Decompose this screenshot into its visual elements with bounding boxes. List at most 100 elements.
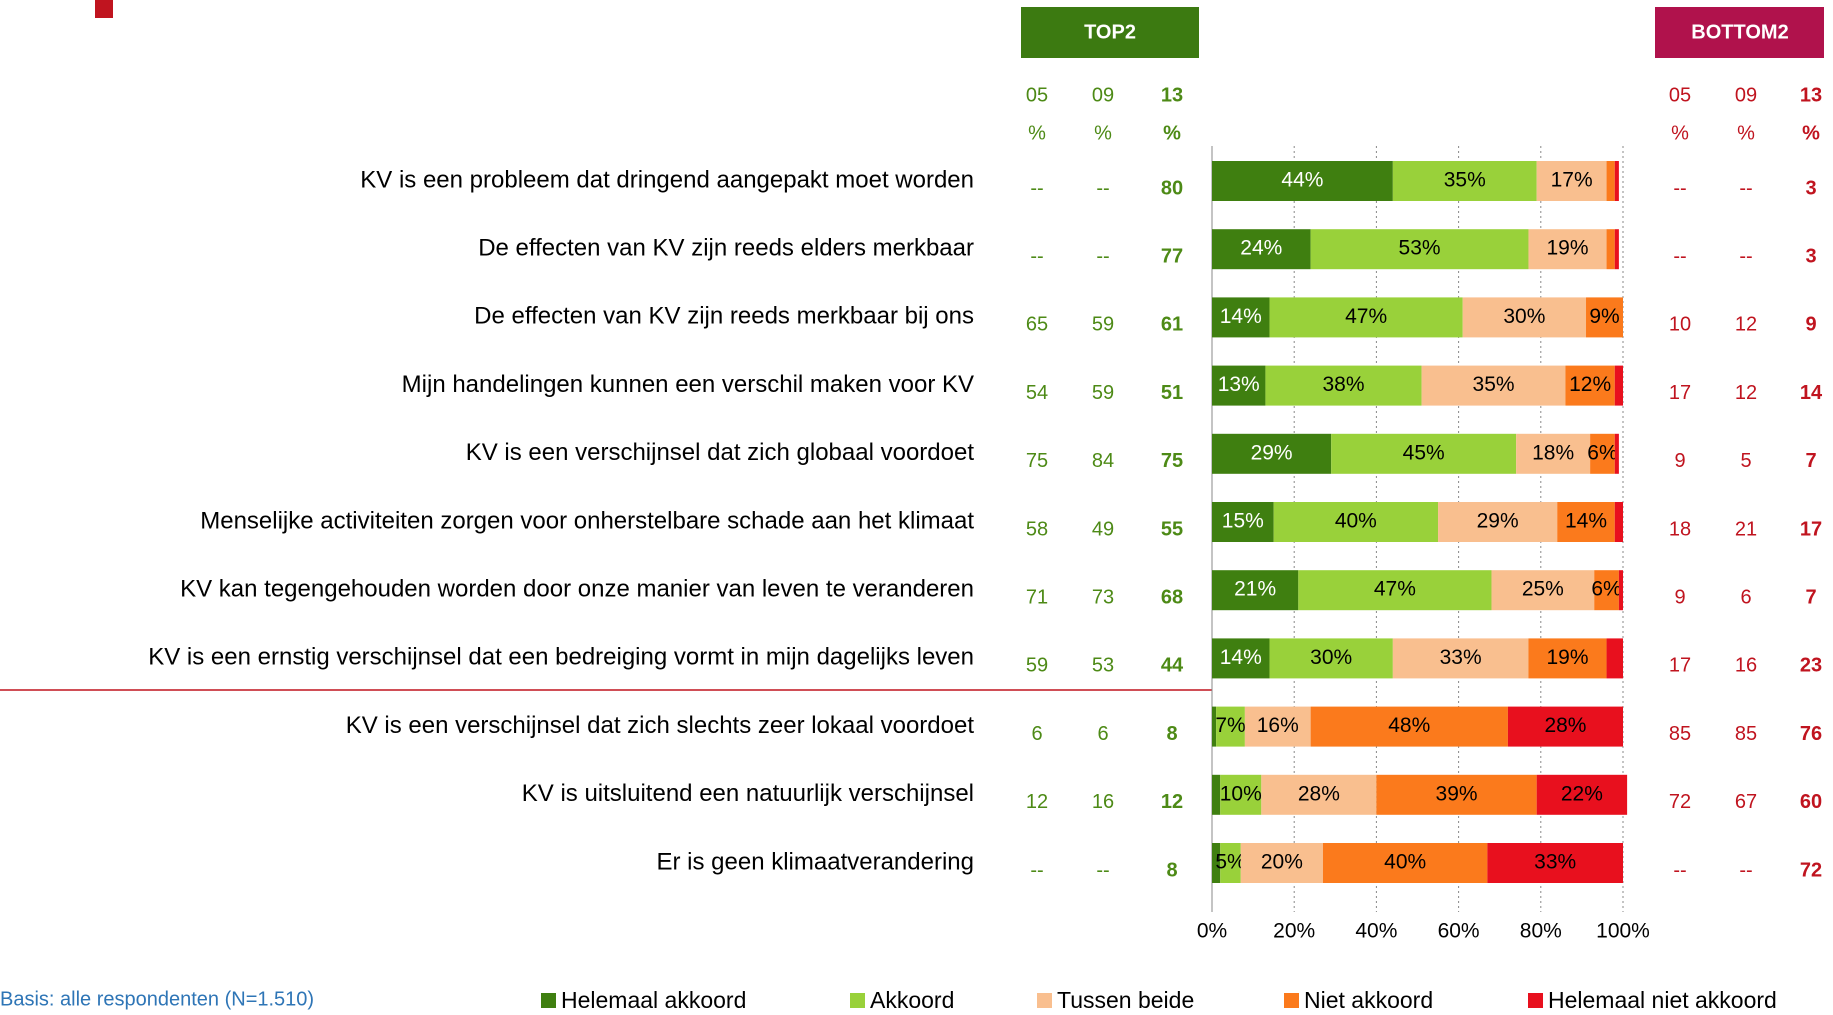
legend-label: Tussen beide: [1057, 987, 1194, 1013]
bottom2-value: 60: [1800, 791, 1822, 813]
data-label: 7%: [1215, 714, 1245, 737]
bottom2-value: 12: [1735, 314, 1757, 336]
data-label: 45%: [1403, 441, 1445, 464]
bottom2-value: 67: [1735, 791, 1757, 813]
data-label: 48%: [1388, 714, 1430, 737]
top2-value: 53: [1092, 655, 1114, 677]
x-tick-label: 80%: [1520, 920, 1562, 943]
bottom2-value: 76: [1800, 723, 1822, 745]
bar-segment: [1606, 638, 1623, 679]
data-label: 12%: [1569, 373, 1611, 396]
bottom2-value: 3: [1805, 177, 1816, 199]
data-label: 6%: [1587, 441, 1617, 464]
top2-value: 6: [1097, 723, 1108, 745]
top2-value: 12: [1161, 791, 1183, 813]
bottom2-value: 18: [1669, 518, 1691, 540]
bar-segment: [1212, 161, 1393, 201]
bar-segment: [1392, 161, 1537, 201]
bar-segment: [1614, 502, 1623, 542]
top2-value: 75: [1161, 450, 1183, 472]
x-tick-label: 20%: [1273, 920, 1315, 943]
top2-value: 6: [1031, 723, 1042, 745]
bar-segment: [1216, 706, 1245, 747]
bar-segment: [1220, 843, 1241, 883]
bottom2-value: --: [1739, 859, 1752, 881]
column-unit: %: [1802, 122, 1820, 144]
top2-value: --: [1096, 245, 1109, 267]
bottom2-title: BOTTOM2: [1691, 21, 1788, 43]
bar-segment: [1618, 570, 1623, 611]
top2-value: 75: [1026, 450, 1048, 472]
bar-segment: [1240, 843, 1323, 883]
category-label: Menselijke activiteiten zorgen voor onhe…: [200, 507, 974, 534]
top2-value: 58: [1026, 518, 1048, 540]
bar-segment: [1376, 774, 1537, 815]
top2-value: 59: [1092, 382, 1114, 404]
column-header: 05: [1669, 84, 1691, 106]
data-label: 29%: [1477, 510, 1519, 533]
data-label: 35%: [1444, 169, 1486, 192]
corner-mark: [95, 0, 113, 18]
bar-segment: [1606, 161, 1615, 201]
bottom2-value: 17: [1669, 382, 1691, 404]
top2-value: --: [1096, 859, 1109, 881]
column-header: 13: [1161, 84, 1183, 106]
top2-value: 80: [1161, 177, 1183, 199]
data-label: 30%: [1503, 305, 1545, 328]
bar-segment: [1528, 638, 1607, 679]
bar-segment: [1212, 638, 1270, 679]
data-label: 47%: [1374, 578, 1416, 601]
bottom2-value: 17: [1800, 518, 1822, 540]
data-label: 19%: [1546, 237, 1588, 260]
bottom2-header: [1655, 7, 1824, 58]
category-label: KV is een verschijnsel dat zich globaal …: [466, 439, 975, 466]
top2-value: 55: [1161, 518, 1183, 540]
bottom2-value: 3: [1805, 245, 1816, 267]
data-label: 14%: [1220, 305, 1262, 328]
data-label: 53%: [1399, 237, 1441, 260]
bar-segment: [1528, 229, 1607, 270]
top2-value: 8: [1166, 859, 1177, 881]
data-label: 19%: [1546, 646, 1588, 669]
bar-segment: [1212, 229, 1311, 270]
data-label: 29%: [1251, 441, 1293, 464]
legend-label: Helemaal akkoord: [561, 987, 746, 1013]
column-header: 09: [1735, 84, 1757, 106]
top2-value: 8: [1166, 723, 1177, 745]
legend-label: Akkoord: [870, 987, 954, 1013]
bottom2-value: --: [1673, 177, 1686, 199]
bottom2-value: 7: [1805, 450, 1816, 472]
bar-segment: [1298, 570, 1492, 611]
data-label: 10%: [1220, 782, 1262, 805]
bar-segment: [1212, 365, 1266, 406]
data-label: 40%: [1384, 851, 1426, 874]
top2-value: 68: [1161, 586, 1183, 608]
bar-segment: [1273, 502, 1439, 542]
bar-segment: [1310, 229, 1529, 270]
data-label: 47%: [1345, 305, 1387, 328]
bar-segment: [1606, 229, 1615, 270]
category-label: Mijn handelingen kunnen een verschil mak…: [402, 371, 974, 398]
bottom2-value: 17: [1669, 655, 1691, 677]
top2-header: [1021, 7, 1199, 58]
top2-value: 12: [1026, 791, 1048, 813]
bar-segment: [1536, 774, 1628, 815]
bar-segment: [1614, 433, 1619, 474]
data-label: 28%: [1544, 714, 1586, 737]
top2-value: 59: [1092, 314, 1114, 336]
bottom2-value: --: [1739, 245, 1752, 267]
bar-segment: [1265, 365, 1422, 406]
x-tick-label: 40%: [1355, 920, 1397, 943]
column-header: 13: [1800, 84, 1822, 106]
data-label: 16%: [1257, 714, 1299, 737]
data-label: 20%: [1261, 851, 1303, 874]
category-label: Er is geen klimaatverandering: [657, 848, 975, 875]
column-unit: %: [1671, 122, 1689, 144]
bar-segment: [1220, 774, 1262, 815]
data-label: 5%: [1215, 851, 1245, 874]
bottom2-value: --: [1739, 177, 1752, 199]
data-label: 18%: [1532, 441, 1574, 464]
x-tick-label: 100%: [1596, 920, 1650, 943]
column-unit: %: [1163, 122, 1181, 144]
column-header: 05: [1026, 84, 1048, 106]
